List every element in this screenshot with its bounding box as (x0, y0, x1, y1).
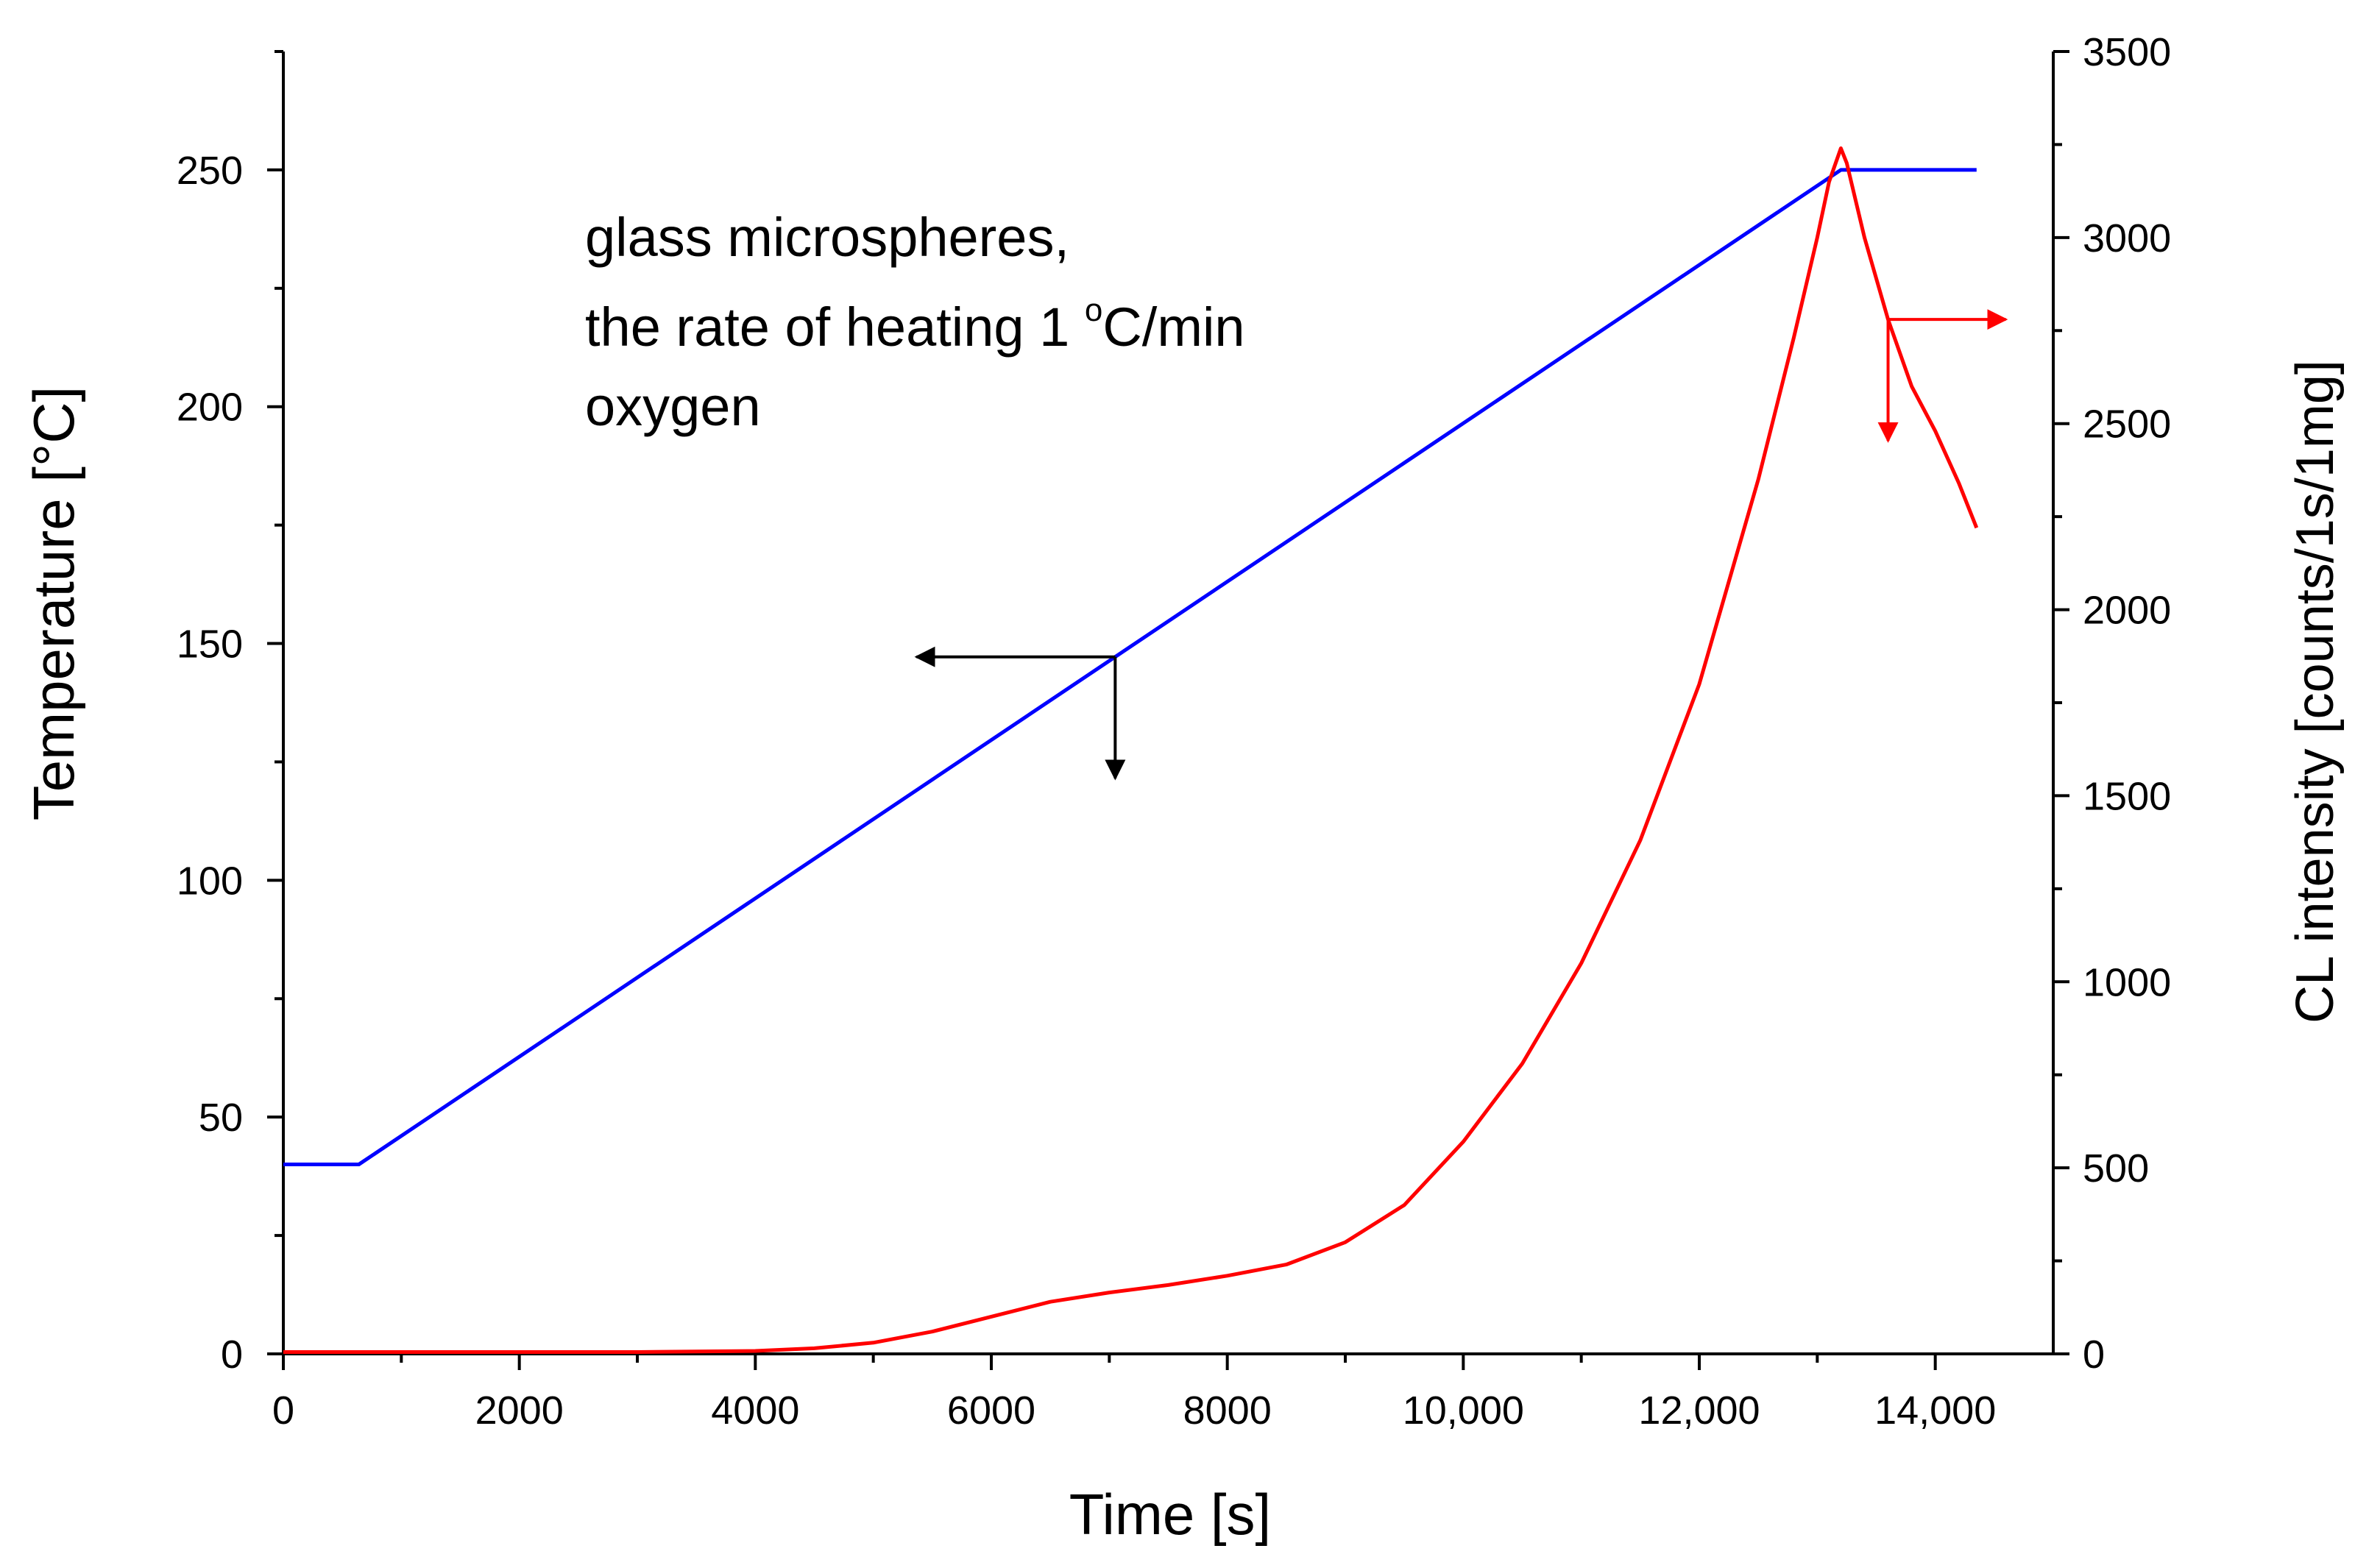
annotation: glass microspheres, the rate of heating … (585, 207, 1245, 437)
right-y-tick-label: 2500 (2083, 402, 2171, 447)
x-tick-label: 12,000 (1638, 1388, 1760, 1433)
right-axis-ticks: 0 500 1000 1500 2000 2500 3000 3500 (2053, 30, 2171, 1377)
annotation-degree-sup: o (1085, 292, 1102, 328)
x-axis-label: Time [s] (1069, 1482, 1271, 1547)
cl-intensity-line (283, 146, 1979, 1354)
right-y-tick-label: 3500 (2083, 30, 2171, 74)
left-y-tick-label: 50 (199, 1096, 243, 1140)
right-y-tick-label: 500 (2083, 1146, 2149, 1191)
x-tick-label: 10,000 (1403, 1388, 1524, 1433)
right-y-tick-label: 1000 (2083, 960, 2171, 1004)
right-y-tick-label: 3000 (2083, 216, 2171, 260)
right-y-tick-label: 0 (2083, 1333, 2105, 1377)
left-y-tick-label: 100 (177, 859, 243, 903)
right-y-tick-label: 2000 (2083, 589, 2171, 633)
x-tick-label: 8000 (1183, 1388, 1272, 1433)
x-axis-ticks: 0 2000 4000 6000 8000 10,000 12,000 14,000 (272, 1354, 1996, 1433)
left-axis-ticks: 0 50 100 150 200 250 (177, 50, 283, 1377)
left-y-tick-label: 250 (177, 149, 243, 193)
left-y-tick-label: 150 (177, 622, 243, 667)
right-y-tick-label: 1500 (2083, 774, 2171, 818)
right-axis-label: CL intensity [counts/1s/1mg] (2286, 360, 2345, 1024)
annotation-line-1: glass microspheres, (585, 207, 1069, 268)
x-tick-label: 14,000 (1874, 1388, 1996, 1433)
x-tick-label: 4000 (711, 1388, 799, 1433)
annotation-line-2-prefix: the rate of heating 1 (585, 297, 1085, 358)
indicator-arrows (914, 309, 2008, 781)
annotation-line-2-suffix: C/min (1102, 297, 1244, 358)
series-layer (283, 146, 1979, 1354)
left-y-tick-label: 200 (177, 386, 243, 430)
temperature-line (283, 168, 1977, 1166)
x-tick-label: 2000 (475, 1388, 564, 1433)
annotation-line-2: the rate of heating 1 oC/min (585, 292, 1245, 358)
left-y-tick-label: 0 (221, 1333, 243, 1377)
left-axis-label: Temperature [°C] (21, 386, 86, 820)
x-tick-label: 0 (272, 1388, 294, 1433)
annotation-line-3: oxygen (585, 376, 761, 437)
x-tick-label: 6000 (947, 1388, 1035, 1433)
